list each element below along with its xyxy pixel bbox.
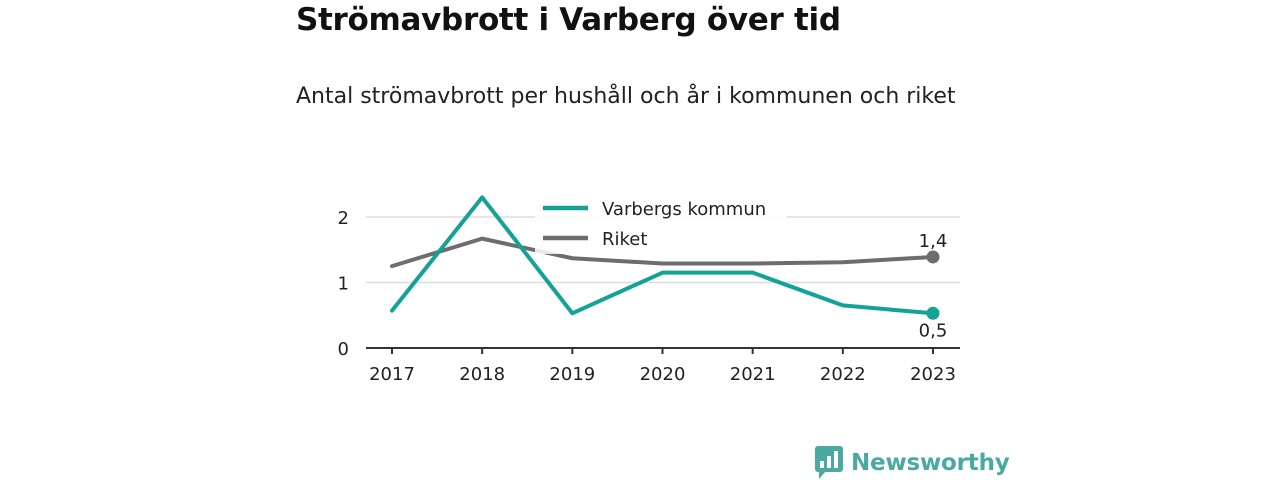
legend-background xyxy=(535,192,787,254)
brand-name: Newsworthy xyxy=(851,450,1010,476)
series-line xyxy=(390,195,935,316)
y-tick-label: 1 xyxy=(338,274,349,295)
x-tick-label: 2021 xyxy=(730,364,776,385)
end-labels: 1,4 0,5 xyxy=(919,231,948,341)
newsworthy-logo[interactable]: Newsworthy xyxy=(815,446,1010,480)
chart-title: Strömavbrott i Varberg över tid xyxy=(296,2,841,38)
x-tick-label: 2023 xyxy=(910,364,956,385)
legend: Varbergs kommun Riket xyxy=(535,192,787,254)
legend-label: Riket xyxy=(602,229,647,250)
y-tick-label: 0 xyxy=(338,339,349,360)
series-end-marker xyxy=(926,250,940,264)
x-tick-label: 2022 xyxy=(820,364,866,385)
axis-ticks: 0 1 2 2017 2018 2019 2020 2021 2022 2023 xyxy=(338,208,960,385)
series-line xyxy=(390,236,935,269)
x-tick-label: 2018 xyxy=(459,364,505,385)
newsworthy-icon xyxy=(815,446,843,479)
legend-label: Varbergs kommun xyxy=(602,199,766,220)
end-value-label: 0,5 xyxy=(919,320,948,341)
x-tick-label: 2017 xyxy=(369,364,415,385)
series-end-marker xyxy=(926,306,940,320)
x-tick-label: 2020 xyxy=(640,364,686,385)
x-tick-label: 2019 xyxy=(549,364,595,385)
series-lines xyxy=(390,195,940,320)
chart-subtitle: Antal strömavbrott per hushåll och år i … xyxy=(296,84,956,109)
y-tick-label: 2 xyxy=(338,208,349,229)
end-value-label: 1,4 xyxy=(919,231,948,252)
